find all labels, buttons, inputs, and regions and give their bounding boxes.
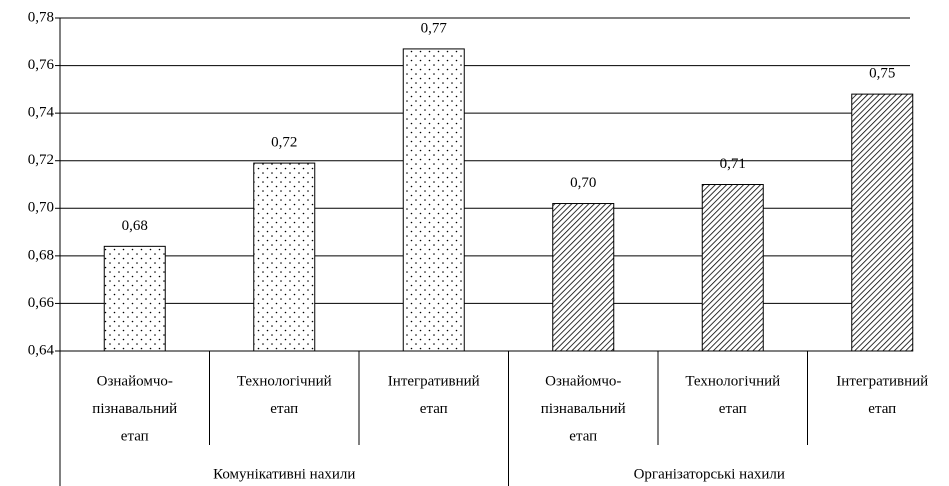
- y-tick-label: 0,70: [28, 200, 54, 216]
- group-label: Організаторські нахили: [634, 466, 785, 482]
- x-tick-label: етап: [868, 401, 896, 417]
- y-tick-label: 0,64: [28, 342, 55, 358]
- x-tick-label: Інтегративний: [836, 373, 928, 389]
- x-tick-label: етап: [719, 401, 747, 417]
- value-label: 0,68: [122, 218, 148, 234]
- value-label: 0,75: [869, 66, 895, 82]
- x-tick-label: Технологічний: [237, 373, 332, 389]
- x-tick-label: Ознайомчо-: [97, 373, 173, 389]
- value-label: 0,72: [271, 135, 297, 151]
- bar: [851, 93, 914, 352]
- bar: [402, 48, 465, 352]
- x-tick-label: пізнавальний: [541, 401, 626, 417]
- x-tick-label: Технологічний: [685, 373, 780, 389]
- x-tick-label: етап: [121, 428, 149, 444]
- x-tick-label: етап: [270, 401, 298, 417]
- bar: [253, 162, 316, 352]
- x-tick-label: етап: [420, 401, 448, 417]
- x-tick-label: Ознайомчо-: [545, 373, 621, 389]
- bar: [103, 245, 166, 352]
- y-tick-label: 0,68: [28, 247, 54, 263]
- y-tick-label: 0,72: [28, 152, 54, 168]
- value-label: 0,77: [421, 20, 448, 36]
- y-tick-label: 0,74: [28, 105, 55, 121]
- y-tick-label: 0,78: [28, 9, 54, 25]
- bar: [552, 203, 615, 352]
- bar: [701, 184, 764, 352]
- x-tick-label: Інтегративний: [388, 373, 480, 389]
- y-tick-label: 0,76: [28, 57, 55, 73]
- group-label: Комунікативні нахили: [213, 466, 355, 482]
- value-label: 0,71: [720, 156, 746, 172]
- y-tick-label: 0,66: [28, 295, 55, 311]
- value-label: 0,70: [570, 175, 596, 191]
- x-tick-label: етап: [569, 428, 597, 444]
- x-tick-label: пізнавальний: [92, 401, 177, 417]
